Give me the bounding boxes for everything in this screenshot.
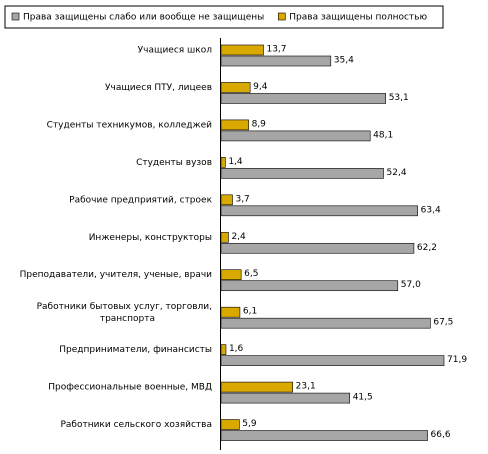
value-label: 1,6 bbox=[229, 344, 244, 354]
value-label: 52,4 bbox=[387, 168, 407, 178]
bar bbox=[220, 205, 418, 217]
bar bbox=[220, 231, 229, 243]
bar bbox=[220, 194, 233, 206]
bar bbox=[220, 355, 445, 366]
bar bbox=[220, 344, 227, 355]
category-label: Рабочие предприятий, строек bbox=[69, 195, 212, 205]
bar bbox=[220, 419, 240, 430]
value-label: 13,7 bbox=[266, 45, 286, 55]
bar bbox=[220, 168, 384, 179]
bar bbox=[220, 82, 251, 93]
value-label: 2,4 bbox=[231, 232, 246, 242]
category-label: Учащиеся ПТУ, лицеев bbox=[105, 83, 212, 93]
value-label: 5,9 bbox=[242, 419, 257, 429]
bar bbox=[220, 44, 264, 56]
bar bbox=[220, 119, 249, 131]
legend-swatch bbox=[11, 12, 20, 21]
bar bbox=[220, 317, 431, 329]
value-label: 48,1 bbox=[373, 130, 393, 140]
category-label: Инженеры, конструкторы bbox=[89, 233, 212, 243]
bar bbox=[220, 430, 428, 441]
value-label: 9,4 bbox=[253, 82, 268, 92]
legend-swatch bbox=[277, 12, 286, 21]
bar bbox=[220, 55, 332, 67]
category-label: Учащиеся школ bbox=[138, 46, 212, 56]
category-label: Работники бытовых услуг, торговли, транс… bbox=[37, 302, 212, 324]
value-label: 8,9 bbox=[252, 119, 267, 129]
legend-label: Права защищены полностью bbox=[289, 13, 427, 23]
value-label: 6,5 bbox=[244, 269, 258, 279]
value-label: 62,2 bbox=[417, 243, 437, 253]
bar bbox=[220, 306, 241, 318]
category-label: Работники сельского хозяйства bbox=[60, 420, 212, 430]
bar bbox=[220, 381, 293, 393]
bar bbox=[220, 242, 415, 254]
value-label: 67,5 bbox=[433, 318, 453, 328]
bar bbox=[220, 93, 386, 104]
value-label: 57,0 bbox=[401, 280, 421, 290]
category-label: Студенты вузов bbox=[136, 158, 212, 168]
category-label: Профессиональные военные, МВД bbox=[48, 383, 212, 393]
bar bbox=[220, 269, 242, 281]
bar bbox=[220, 392, 351, 404]
value-label: 53,1 bbox=[389, 93, 409, 103]
value-label: 3,7 bbox=[235, 194, 249, 204]
value-label: 63,4 bbox=[421, 205, 441, 215]
legend-label: Права защищены слабо или вообще не защищ… bbox=[23, 13, 264, 23]
legend-box bbox=[4, 5, 444, 29]
value-label: 71,9 bbox=[447, 355, 467, 365]
bar bbox=[220, 157, 226, 168]
value-label: 66,6 bbox=[431, 430, 451, 440]
value-label: 23,1 bbox=[296, 382, 316, 392]
bar bbox=[220, 130, 371, 142]
category-label: Студенты техникумов, колледжей bbox=[47, 120, 212, 130]
value-label: 41,5 bbox=[353, 393, 373, 403]
bar bbox=[220, 280, 399, 292]
category-label: Предприниматели, финансисты bbox=[59, 345, 212, 355]
value-label: 35,4 bbox=[334, 56, 354, 66]
value-label: 6,1 bbox=[243, 307, 257, 317]
value-label: 1,4 bbox=[228, 157, 243, 167]
category-label: Преподаватели, учителя, ученые, врачи bbox=[20, 270, 213, 280]
